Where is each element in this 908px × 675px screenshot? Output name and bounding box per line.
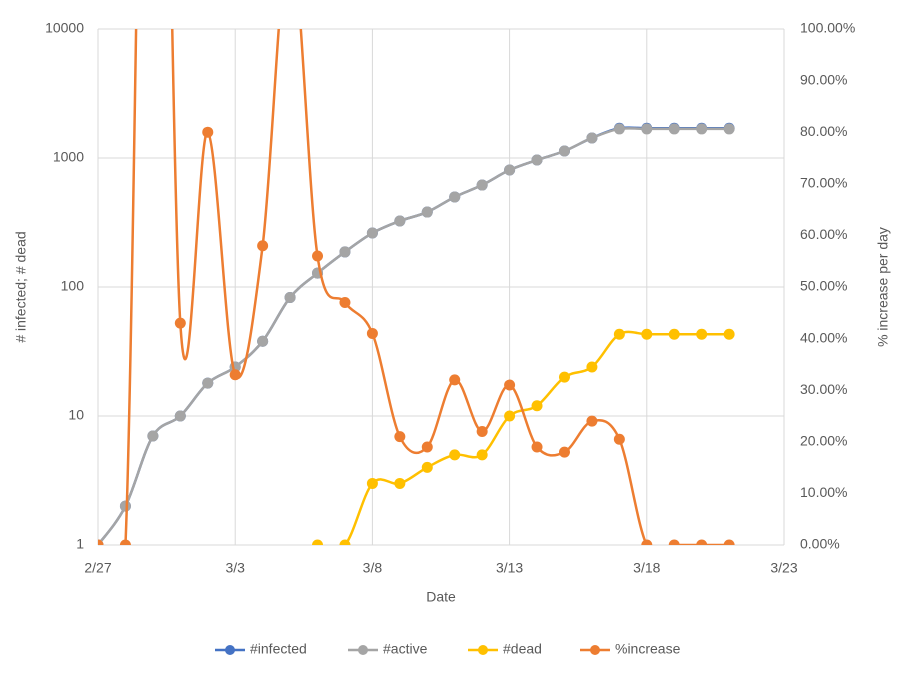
y2-tick-label: 100.00% xyxy=(800,20,855,36)
data-point xyxy=(476,449,488,461)
data-point xyxy=(202,126,214,138)
data-point xyxy=(641,328,653,340)
data-point xyxy=(476,179,488,191)
data-point xyxy=(312,539,324,545)
data-point xyxy=(723,539,735,545)
legend-label: #active xyxy=(383,641,428,657)
data-point xyxy=(558,446,570,458)
data-point xyxy=(257,240,269,252)
data-point xyxy=(202,377,214,389)
data-point xyxy=(723,328,735,340)
y2-axis-title: % increase per day xyxy=(875,227,891,347)
legend-marker xyxy=(225,645,235,655)
x-tick-label: 3/18 xyxy=(633,560,660,576)
legend-label: #dead xyxy=(503,641,542,657)
y2-tick-label: 80.00% xyxy=(800,123,847,139)
data-point xyxy=(394,431,406,443)
data-point xyxy=(98,539,104,545)
data-point xyxy=(339,296,351,308)
y-tick-label: 100 xyxy=(61,278,85,294)
y-tick-label: 10 xyxy=(68,407,84,423)
data-point xyxy=(174,317,186,329)
data-point xyxy=(449,449,461,461)
data-point xyxy=(449,374,461,386)
data-point xyxy=(366,327,378,339)
data-point xyxy=(339,539,351,545)
data-point xyxy=(558,145,570,157)
x-tick-label: 3/13 xyxy=(496,560,523,576)
y2-tick-label: 10.00% xyxy=(800,484,847,500)
data-point xyxy=(449,191,461,203)
x-tick-label: 3/8 xyxy=(363,560,383,576)
series-line xyxy=(317,330,730,545)
data-point xyxy=(394,215,406,227)
data-point xyxy=(641,123,653,135)
series-line xyxy=(98,126,730,545)
data-point xyxy=(586,132,598,144)
y-tick-label: 1 xyxy=(76,536,84,552)
data-point xyxy=(366,227,378,239)
x-tick-label: 3/3 xyxy=(225,560,245,576)
data-point xyxy=(504,410,516,422)
data-point xyxy=(723,123,735,135)
data-point xyxy=(613,328,625,340)
data-point xyxy=(668,328,680,340)
data-point xyxy=(174,410,186,422)
data-point xyxy=(504,164,516,176)
plot-area xyxy=(98,29,735,545)
x-tick-label: 3/23 xyxy=(770,560,797,576)
series-line xyxy=(98,29,730,545)
series-line xyxy=(98,127,730,545)
data-point xyxy=(696,539,708,545)
legend-label: %increase xyxy=(615,641,681,657)
data-point xyxy=(147,430,159,442)
y-axis-title: # infected; # dead xyxy=(13,231,29,342)
data-point xyxy=(284,291,296,303)
data-point xyxy=(366,477,378,489)
y2-tick-label: 0.00% xyxy=(800,536,840,552)
data-point xyxy=(668,539,680,545)
legend-marker xyxy=(590,645,600,655)
y2-tick-label: 50.00% xyxy=(800,278,847,294)
data-point xyxy=(421,461,433,473)
y2-tick-label: 70.00% xyxy=(800,175,847,191)
data-point xyxy=(504,379,516,391)
data-point xyxy=(394,477,406,489)
data-point xyxy=(119,500,131,512)
legend-label: #infected xyxy=(250,641,307,657)
data-point xyxy=(421,441,433,453)
data-point xyxy=(531,154,543,166)
data-point xyxy=(119,539,131,545)
data-point xyxy=(339,246,351,258)
data-point xyxy=(476,425,488,437)
data-point xyxy=(696,328,708,340)
data-point xyxy=(613,433,625,445)
data-point xyxy=(641,539,653,545)
x-tick-label: 2/27 xyxy=(84,560,111,576)
x-axis-title: Date xyxy=(426,589,456,605)
data-point xyxy=(613,123,625,135)
data-point xyxy=(531,441,543,453)
data-point xyxy=(586,415,598,427)
data-point xyxy=(421,206,433,218)
data-point xyxy=(229,369,241,381)
y2-tick-label: 40.00% xyxy=(800,329,847,345)
data-point xyxy=(312,250,324,262)
data-point xyxy=(257,335,269,347)
data-point xyxy=(558,371,570,383)
data-point xyxy=(696,123,708,135)
data-point xyxy=(668,123,680,135)
y2-tick-label: 20.00% xyxy=(800,433,847,449)
y-tick-label: 1000 xyxy=(53,149,84,165)
data-point xyxy=(531,400,543,412)
legend-marker xyxy=(358,645,368,655)
y2-tick-label: 30.00% xyxy=(800,381,847,397)
y2-tick-label: 90.00% xyxy=(800,71,847,87)
legend-marker xyxy=(478,645,488,655)
y2-tick-label: 60.00% xyxy=(800,226,847,242)
y-tick-label: 10000 xyxy=(45,20,84,36)
data-point xyxy=(586,361,598,373)
